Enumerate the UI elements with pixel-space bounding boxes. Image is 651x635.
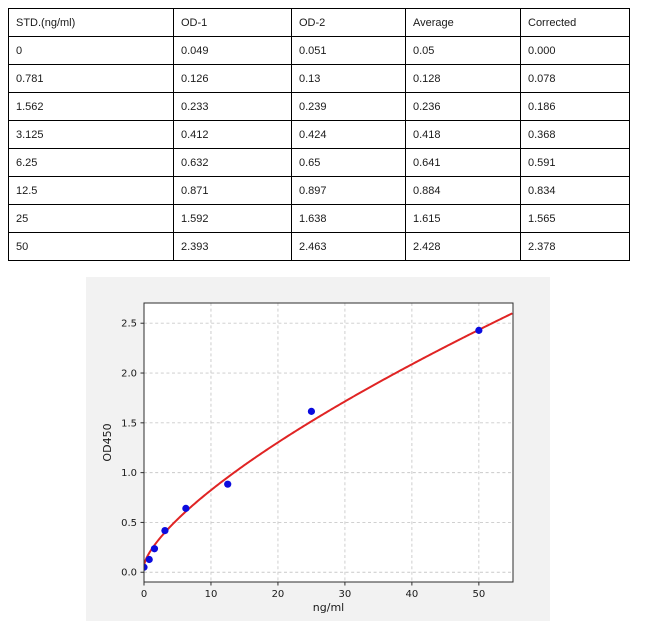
standard-curve-table: STD.(ng/ml) OD-1 OD-2 Average Corrected 0 0.0… (8, 8, 630, 261)
table-row: 50 2.393 2.463 2.428 2.378 (8, 232, 630, 261)
y-tick-label: 1.5 (121, 418, 137, 429)
x-axis-label: ng/ml (313, 601, 344, 614)
table-row: 0 0.049 0.051 0.05 0.000 (8, 36, 630, 65)
table-row: 1.562 0.233 0.239 0.236 0.186 (8, 92, 630, 121)
x-tick-label: 50 (472, 589, 485, 600)
data-cell: 0.871 (173, 176, 292, 205)
y-tick-label: 1.0 (121, 468, 137, 479)
data-point (145, 555, 153, 564)
y-tick-label: 2.0 (121, 369, 137, 380)
data-cell: 0 (8, 36, 174, 65)
y-axis-label: OD450 (101, 423, 114, 461)
data-cell: 0.05 (405, 36, 521, 65)
data-cell: 0.632 (173, 148, 292, 177)
data-cell: 2.393 (173, 232, 292, 261)
data-point (475, 326, 483, 334)
data-cell: 0.418 (405, 120, 521, 149)
standard-curve-chart: 0 10 20 30 40 50 0.0 0.5 1.0 1.5 2.0 2.5 ng/ml OD450 (101, 302, 514, 614)
data-cell: 0.236 (405, 92, 521, 121)
data-cell: 0.897 (291, 176, 406, 205)
data-cell: 1.562 (8, 92, 174, 121)
data-point (307, 407, 316, 415)
header-cell-2: OD-2 (291, 8, 406, 37)
data-cell: 25 (8, 204, 174, 233)
data-cell: 0.641 (405, 148, 521, 177)
data-cell: 0.834 (520, 176, 630, 205)
axes-frame (143, 302, 514, 583)
data-point (161, 527, 169, 535)
table-row: 3.125 0.412 0.424 0.418 0.368 (8, 120, 630, 149)
data-cell: 1.638 (291, 204, 406, 233)
data-points (144, 326, 483, 571)
y-tick-label: 2.5 (121, 319, 137, 330)
header-cell-4: Corrected (520, 8, 630, 37)
data-cell: 0.126 (173, 64, 292, 93)
data-point (144, 563, 148, 571)
table-body: 0 0.049 0.051 0.05 0.000 0.781 0.126 0.13 0.128 0… (8, 36, 630, 261)
data-point (224, 480, 232, 488)
header-cell-1: OD-1 (173, 8, 292, 37)
data-cell: 50 (8, 232, 174, 261)
data-point (182, 504, 190, 512)
x-tick-label: 20 (272, 589, 285, 600)
x-tick-label: 30 (339, 589, 352, 600)
data-cell: 0.049 (173, 36, 292, 65)
data-cell: 1.592 (173, 204, 292, 233)
data-cell: 0.591 (520, 148, 630, 177)
header-cell-0: STD.(ng/ml) (8, 8, 174, 37)
table-row: 6.25 0.632 0.65 0.641 0.591 (8, 148, 630, 177)
data-cell: 0.424 (291, 120, 406, 149)
x-tick-label: 40 (406, 589, 419, 600)
data-cell: 2.378 (520, 232, 630, 261)
plot-area (144, 303, 513, 582)
tick-labels: 0 10 20 30 40 50 0.0 0.5 1.0 1.5 2.0 2.5 (121, 319, 485, 600)
data-cell: 2.463 (291, 232, 406, 261)
y-tick-label: 0.5 (121, 518, 137, 529)
table-row: 25 1.592 1.638 1.615 1.565 (8, 204, 630, 233)
data-cell: 0.186 (520, 92, 630, 121)
data-cell: 0.051 (291, 36, 406, 65)
data-cell: 3.125 (8, 120, 174, 149)
header-cell-3: Average (405, 8, 521, 37)
table-row: 0.781 0.126 0.13 0.128 0.078 (8, 64, 630, 93)
data-cell: 0.078 (520, 64, 630, 93)
data-cell: 0.65 (291, 148, 406, 177)
data-cell: 12.5 (8, 176, 174, 205)
data-cell: 0.239 (291, 92, 406, 121)
data-cell: 1.615 (405, 204, 521, 233)
y-tick-label: 0.0 (121, 568, 137, 579)
table-header-row: STD.(ng/ml) OD-1 OD-2 Average Corrected (8, 8, 630, 37)
data-cell: 0.368 (520, 120, 630, 149)
tick-marks (140, 322, 480, 586)
data-cell: 0.412 (173, 120, 292, 149)
data-cell: 0.781 (8, 64, 174, 93)
data-point (150, 545, 159, 553)
data-cell: 6.25 (8, 148, 174, 177)
data-cell: 0.000 (520, 36, 630, 65)
data-cell: 0.233 (173, 92, 292, 121)
table-row: 12.5 0.871 0.897 0.884 0.834 (8, 176, 630, 205)
data-cell: 2.428 (405, 232, 521, 261)
data-cell: 0.884 (405, 176, 521, 205)
data-cell: 0.128 (405, 64, 521, 93)
standard-curve-figure: 0 10 20 30 40 50 0.0 0.5 1.0 1.5 2.0 2.5 ng/ml OD450 (86, 277, 550, 621)
x-tick-label: 10 (205, 589, 218, 600)
fit-curve-line (144, 312, 513, 566)
data-cell: 0.13 (291, 64, 406, 93)
data-cell: 1.565 (520, 204, 630, 233)
x-tick-label: 0 (141, 589, 147, 600)
